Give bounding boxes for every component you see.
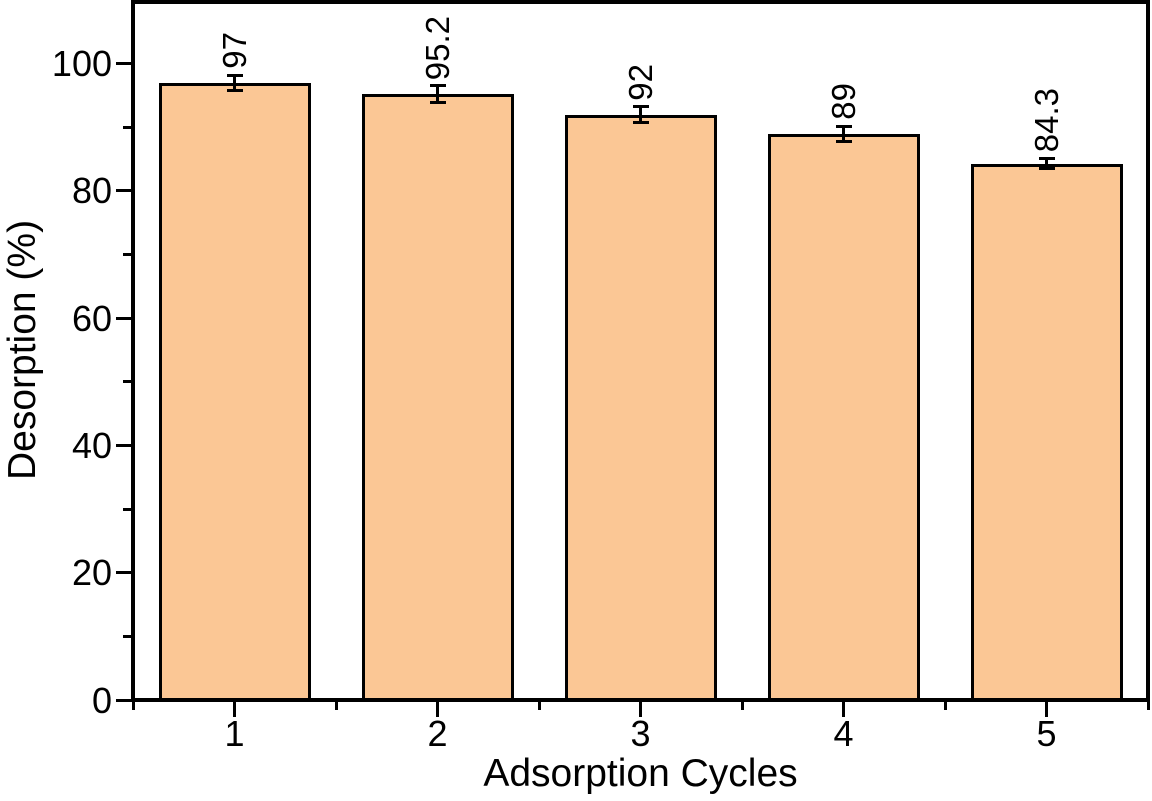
- bar: [361, 94, 514, 702]
- x-tick-label: 5: [1036, 713, 1057, 754]
- y-tick-label: 0: [91, 679, 112, 721]
- y-major-tick: [116, 443, 131, 447]
- bar: [158, 82, 311, 702]
- x-major-tick: [1045, 702, 1048, 717]
- x-major-tick: [842, 702, 845, 717]
- bar: [564, 114, 717, 702]
- x-minor-tick: [943, 702, 947, 710]
- error-bar-cap-top: [632, 105, 649, 109]
- x-tick-label: 1: [224, 713, 245, 754]
- bar: [970, 163, 1123, 702]
- error-bar-line: [1045, 158, 1048, 169]
- x-minor-tick: [131, 702, 135, 710]
- error-bar-cap-top: [226, 73, 243, 77]
- bar-value-label: 84.3: [1027, 88, 1065, 153]
- error-bar-cap-bottom: [429, 100, 446, 104]
- error-bar-cap-bottom: [835, 139, 852, 143]
- x-major-tick: [639, 702, 642, 717]
- y-minor-tick: [123, 634, 131, 638]
- x-tick-label: 2: [427, 713, 448, 754]
- y-minor-tick: [123, 380, 131, 384]
- x-tick-label: 3: [630, 713, 651, 754]
- error-bar-cap-top: [429, 84, 446, 88]
- y-tick-label: 60: [71, 297, 112, 339]
- x-minor-tick: [740, 702, 744, 710]
- x-axis-label: Adsorption Cycles: [483, 752, 798, 795]
- y-tick-label: 40: [71, 424, 112, 466]
- bar-value-label: 97: [215, 32, 253, 70]
- y-major-tick: [116, 571, 131, 575]
- error-bar-line: [842, 126, 845, 142]
- y-tick-label: 100: [51, 43, 112, 85]
- error-bar-cap-bottom: [1038, 167, 1055, 171]
- bar-value-label: 89: [824, 83, 862, 120]
- x-tick-label: 4: [833, 713, 854, 754]
- y-tick-label: 80: [71, 170, 112, 212]
- y-axis-label: Desorption (%): [1, 219, 44, 481]
- y-tick-label: 20: [71, 552, 112, 594]
- error-bar-cap-bottom: [226, 88, 243, 92]
- x-major-tick: [436, 702, 439, 717]
- bar-value-label: 92: [621, 64, 659, 101]
- y-minor-tick: [123, 507, 131, 511]
- x-minor-tick: [334, 702, 338, 710]
- y-minor-tick: [123, 125, 131, 129]
- error-bar-line: [639, 106, 642, 123]
- x-minor-tick: [537, 702, 541, 710]
- x-major-tick: [233, 702, 236, 717]
- y-major-tick: [116, 316, 131, 320]
- y-major-tick: [116, 62, 131, 66]
- y-minor-tick: [123, 253, 131, 257]
- x-minor-tick: [1146, 702, 1150, 710]
- error-bar-cap-top: [1038, 156, 1055, 160]
- bar: [767, 133, 920, 702]
- error-bar-line: [436, 85, 439, 103]
- error-bar-cap-top: [835, 124, 852, 128]
- y-major-tick: [116, 189, 131, 193]
- error-bar-line: [233, 75, 236, 91]
- y-major-tick: [116, 698, 131, 702]
- error-bar-cap-bottom: [632, 120, 649, 124]
- bar-value-label: 95.2: [418, 15, 456, 80]
